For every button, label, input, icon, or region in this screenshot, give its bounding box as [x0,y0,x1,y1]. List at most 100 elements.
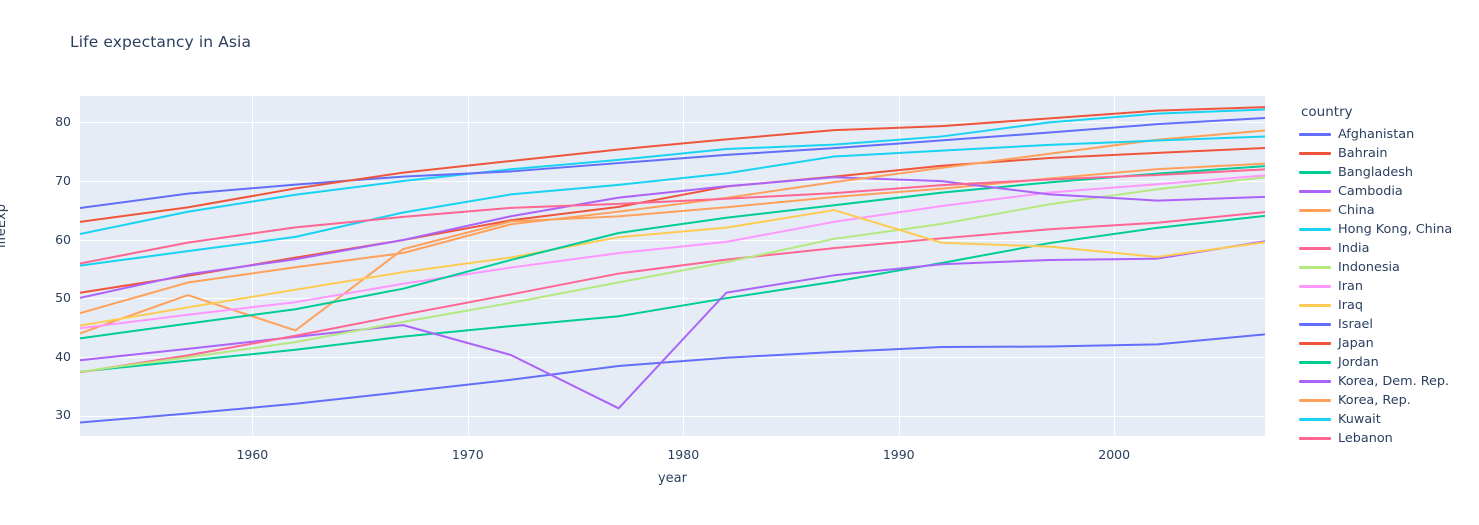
line-series[interactable] [80,135,1265,267]
legend-item-label: Lebanon [1338,431,1393,446]
gridline-horizontal [80,298,1265,300]
x-axis-tick-label: 1990 [882,447,915,462]
gridline-horizontal [80,181,1265,182]
legend-item-label: Kuwait [1338,412,1381,427]
legend-item[interactable]: Iran [1299,277,1477,296]
legend-color-swatch [1299,380,1331,383]
line-series[interactable] [80,165,1265,340]
line-series[interactable] [80,129,1265,315]
legend-color-swatch [1299,399,1331,402]
legend-item-label: Japan [1338,336,1374,351]
legend-color-swatch [1299,228,1331,231]
legend-color-swatch [1299,266,1331,269]
legend: country Afghanistan Bahrain Bangladesh Camb… [1299,104,1477,448]
gridline-vertical [1114,96,1116,436]
legend-color-swatch [1299,304,1331,307]
legend-item[interactable]: Kuwait [1299,410,1477,429]
legend-item-label: Korea, Dem. Rep. [1338,374,1450,389]
legend-items: Afghanistan Bahrain Bangladesh Cambodia Chin… [1299,125,1477,448]
legend-item-label: Cambodia [1338,184,1403,199]
gridline-horizontal [80,415,1265,417]
legend-item-label: Indonesia [1338,260,1400,275]
line-series[interactable] [80,168,1265,265]
legend-item-label: Korea, Rep. [1338,393,1411,408]
x-axis-tick-mark [1114,436,1116,441]
line-series[interactable] [80,174,1265,330]
x-axis-tick-label: 1970 [451,447,484,462]
legend-item[interactable]: Indonesia [1299,258,1477,277]
legend-color-swatch [1299,437,1331,440]
plot-area [80,96,1265,436]
legend-color-swatch [1299,133,1331,136]
x-axis-title: year [657,471,687,486]
legend-color-swatch [1299,152,1331,155]
line-series[interactable] [80,211,1265,374]
legend-color-swatch [1299,342,1331,345]
legend-item-label: India [1338,241,1370,256]
legend-color-swatch [1299,247,1331,250]
legend-item-label: Israel [1338,317,1373,332]
legend-item[interactable]: Korea, Rep. [1299,391,1477,410]
x-axis-tick-mark [467,436,469,441]
legend-item[interactable]: Iraq [1299,296,1477,315]
legend-item[interactable]: Bangladesh [1299,163,1477,182]
legend-item[interactable]: Cambodia [1299,182,1477,201]
legend-color-swatch [1299,285,1331,288]
legend-item[interactable]: Lebanon [1299,429,1477,448]
line-series[interactable] [80,333,1265,424]
x-axis-tick-label: 2000 [1098,447,1131,462]
legend-item[interactable]: India [1299,239,1477,258]
y-axis-title: lifeExp [0,204,9,248]
legend-color-swatch [1299,361,1331,364]
legend-item-label: Hong Kong, China [1338,222,1453,237]
gridline-horizontal [80,356,1265,358]
gridline-vertical [898,96,900,436]
line-series[interactable] [80,162,1265,335]
y-axis-tick-label: 80 [55,114,71,130]
line-series[interactable] [80,214,1265,373]
legend-item-label: Afghanistan [1338,127,1415,142]
x-axis-tick-mark [898,436,900,441]
y-axis-tick-label: 30 [55,407,71,423]
y-axis-tick-label: 70 [55,173,71,188]
legend-item[interactable]: Korea, Dem. Rep. [1299,372,1477,391]
legend-item[interactable]: China [1299,201,1477,220]
legend-item-label: Iran [1338,279,1363,294]
line-series[interactable] [80,146,1265,294]
legend-color-swatch [1299,418,1331,421]
gridline-horizontal [80,122,1265,124]
legend-item-label: China [1338,203,1375,218]
line-series-group [80,106,1265,424]
legend-color-swatch [1299,171,1331,174]
gridline-vertical [467,96,469,436]
legend-color-swatch [1299,190,1331,193]
x-axis-tick-mark [252,436,254,441]
legend-item[interactable]: Israel [1299,315,1477,334]
line-series[interactable] [80,108,1265,235]
legend-item-label: Jordan [1338,355,1379,370]
line-series[interactable] [80,209,1265,327]
y-axis-tick-label: 40 [55,348,71,364]
gridline-horizontal [80,239,1265,241]
legend-item-label: Iraq [1338,298,1364,313]
y-axis-tick-label: 50 [55,290,71,306]
legend-item[interactable]: Hong Kong, China [1299,220,1477,239]
line-series[interactable] [80,117,1265,210]
line-series[interactable] [80,106,1265,223]
legend-item-label: Bangladesh [1338,165,1414,180]
legend-item[interactable]: Afghanistan [1299,125,1477,144]
legend-item[interactable]: Japan [1299,334,1477,353]
x-axis-tick-label: 1960 [236,447,269,462]
chart-title: Life expectancy in Asia [70,33,252,51]
legend-item-label: Bahrain [1338,146,1388,161]
line-series[interactable] [80,176,1265,299]
legend-item[interactable]: Bahrain [1299,144,1477,163]
legend-item[interactable]: Jordan [1299,353,1477,372]
line-series[interactable] [80,176,1265,373]
legend-title: country [1301,104,1353,120]
x-axis-tick-mark [683,436,685,441]
x-axis-tick-label: 1980 [667,447,700,462]
legend-color-swatch [1299,209,1331,212]
y-axis-tick-label: 60 [55,231,71,247]
